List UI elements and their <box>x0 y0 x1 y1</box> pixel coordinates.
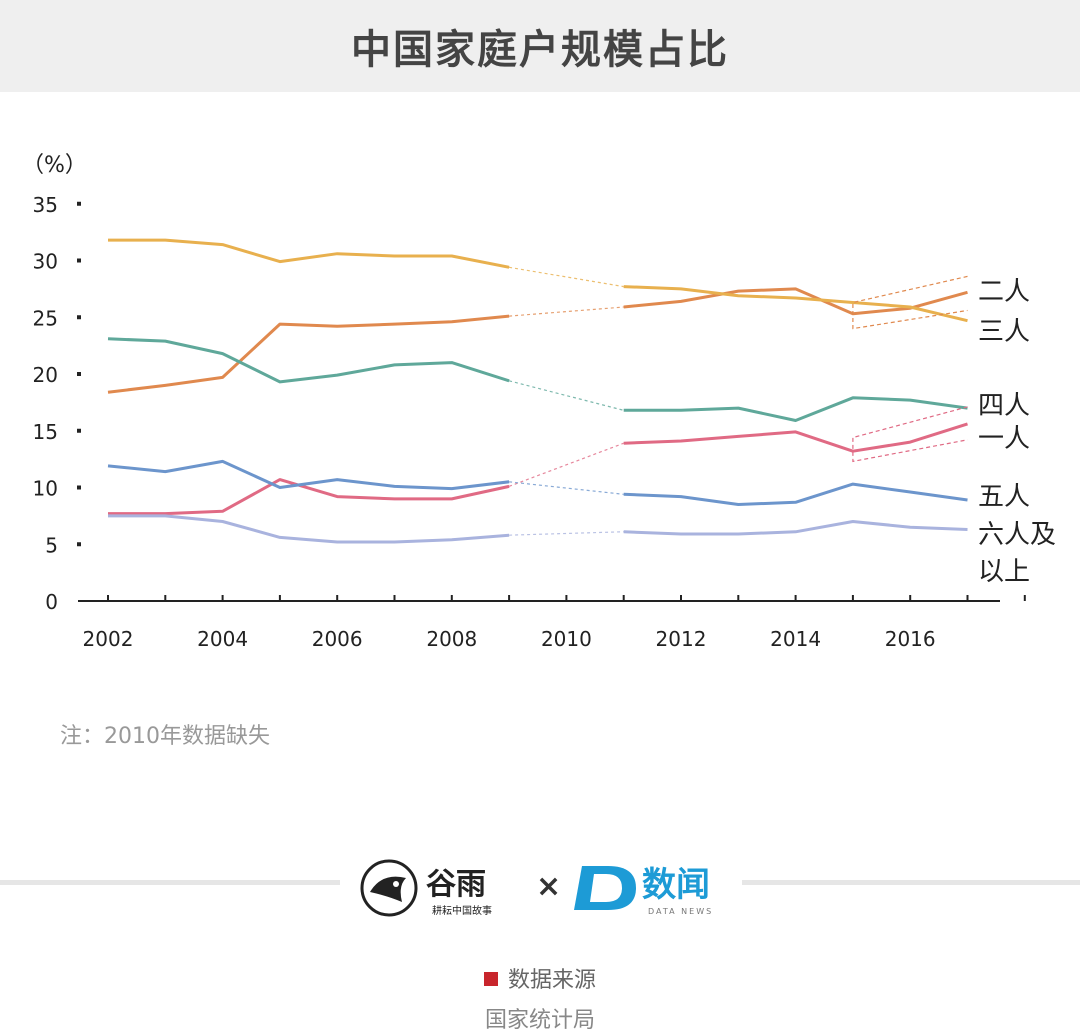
line-chart: （%） 0 5 10 15 20 25 30 35 2002 2004 2006 2008 2010 201… <box>22 153 1056 651</box>
series-line <box>623 287 968 316</box>
guyu-bird-icon <box>360 859 418 917</box>
y-tick-label: 0 <box>45 590 58 614</box>
y-tick-label: 5 <box>45 533 58 557</box>
footer-divider-left <box>0 880 340 885</box>
shuwen-brand: 数闻 <box>642 865 710 905</box>
y-tick-label: 20 <box>33 363 58 387</box>
missing-data-note: 注：2010年数据缺失 <box>60 724 270 749</box>
series-line <box>623 520 968 536</box>
x-tick-label: 2002 <box>83 627 134 651</box>
shuwen-d-icon <box>574 866 636 910</box>
missing-data-connector <box>509 266 624 288</box>
x-tick-label: 2004 <box>197 627 248 651</box>
y-tick-label: 25 <box>33 306 58 330</box>
series-end-label: 三人 <box>978 317 1030 347</box>
y-tick-mark <box>77 258 81 263</box>
series-end-label: 五人 <box>978 482 1030 512</box>
series-line <box>623 422 968 453</box>
series-end-label: 一人 <box>978 424 1030 454</box>
series-line <box>107 337 510 384</box>
partner-logos: 谷雨 耕耘中国故事 × 数闻 DATA NEWS <box>360 859 713 917</box>
y-tick-mark <box>77 428 81 433</box>
y-tick-mark <box>77 542 81 547</box>
series-line <box>108 478 510 516</box>
source-label: 数据来源 <box>507 968 596 993</box>
y-tick-label: 15 <box>33 420 58 444</box>
title-bar: 中国家庭户规模占比 <box>0 0 1080 92</box>
x-tick-label: 2014 <box>770 627 821 651</box>
y-axis-unit-label: （%） <box>22 153 87 178</box>
y-tick-label: 35 <box>33 193 58 217</box>
source-name: 国家统计局 <box>484 1008 595 1033</box>
series-line <box>108 514 510 544</box>
series-end-label: 以上 <box>978 557 1030 587</box>
missing-data-connector <box>508 442 624 487</box>
series-line <box>108 238 510 269</box>
missing-data-connector <box>509 481 624 495</box>
cross-symbol: × <box>536 869 561 904</box>
guyu-subtitle: 耕耘中国故事 <box>432 904 492 917</box>
y-tick-label: 30 <box>33 250 58 274</box>
series-end-label: 六人及 <box>978 520 1056 550</box>
x-tick-label: 2008 <box>426 627 477 651</box>
series-line <box>623 482 968 506</box>
chart-title: 中国家庭户规模占比 <box>351 27 729 73</box>
y-tick-mark <box>77 372 81 376</box>
series-end-label: 二人 <box>978 277 1030 307</box>
x-tick-label: 2010 <box>541 627 592 651</box>
shuwen-subtitle: DATA NEWS <box>648 907 713 916</box>
y-tick-label: 10 <box>33 477 58 501</box>
y-tick-mark <box>77 485 81 490</box>
source-marker <box>483 972 498 986</box>
series-end-label: 四人 <box>978 391 1030 421</box>
guyu-brand: 谷雨 <box>426 867 486 902</box>
missing-data-connector <box>509 531 624 536</box>
series-line <box>107 459 510 491</box>
series-line <box>623 396 968 422</box>
series-line <box>623 285 968 323</box>
trend-highlight-bracket <box>852 406 968 463</box>
x-tick-label: 2016 <box>885 627 936 651</box>
series-line <box>107 314 510 394</box>
y-tick-mark <box>77 315 81 320</box>
footer-divider-right <box>742 880 1080 885</box>
missing-data-connector <box>508 380 624 411</box>
source-label-row: 数据来源 <box>0 962 1080 994</box>
y-tick-mark <box>77 201 81 206</box>
x-tick-label: 2012 <box>656 627 707 651</box>
x-tick-label: 2006 <box>312 627 363 651</box>
trend-highlight-bracket <box>852 275 968 330</box>
missing-data-connector <box>509 306 624 317</box>
